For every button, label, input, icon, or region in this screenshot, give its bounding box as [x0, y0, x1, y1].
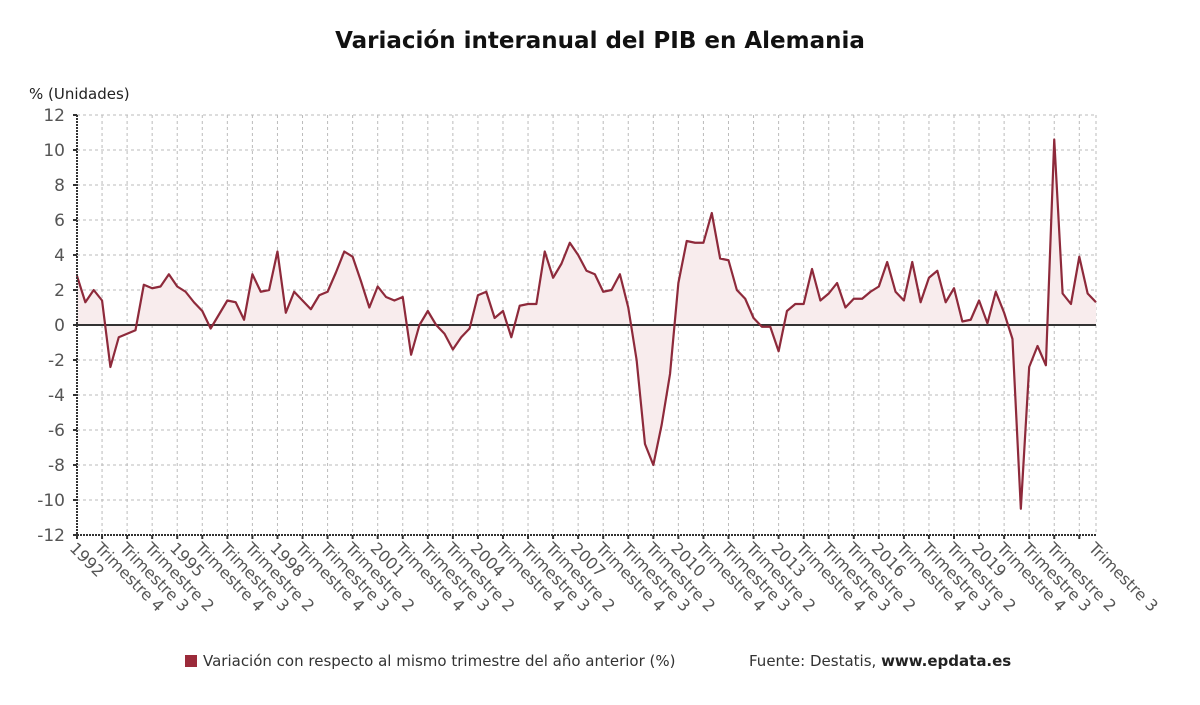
source-credit: Fuente: Destatis, www.epdata.es — [749, 652, 1011, 670]
y-axis-unit-label: % (Unidades) — [29, 85, 130, 103]
y-tick-label: 10 — [43, 141, 65, 161]
legend-label: Variación con respecto al mismo trimestr… — [203, 652, 676, 670]
y-tick-label: -8 — [48, 456, 65, 476]
source-site-link[interactable]: www.epdata.es — [881, 652, 1012, 670]
y-axis-ticks: 12 10 8 6 4 2 0 -2 -4 -6 -8 -10 -12 — [37, 106, 77, 546]
legend: Variación con respecto al mismo trimestr… — [185, 652, 676, 670]
y-tick-label: 12 — [43, 106, 65, 126]
y-tick-label: 4 — [54, 246, 65, 266]
y-tick-label: 2 — [54, 281, 65, 301]
y-tick-label: -6 — [48, 421, 65, 441]
y-tick-label: 6 — [54, 211, 65, 231]
legend-swatch — [185, 655, 197, 667]
y-tick-label: 0 — [54, 316, 65, 336]
y-tick-label: -2 — [48, 351, 65, 371]
y-tick-label: -10 — [37, 491, 65, 511]
series-line — [75, 138, 1097, 510]
y-tick-label: -4 — [48, 386, 65, 406]
y-tick-label: -12 — [37, 526, 65, 546]
source-prefix: Fuente: Destatis, — [749, 652, 882, 670]
y-tick-label: 8 — [54, 176, 65, 196]
chart-title: Variación interanual del PIB en Alemania — [335, 28, 865, 54]
